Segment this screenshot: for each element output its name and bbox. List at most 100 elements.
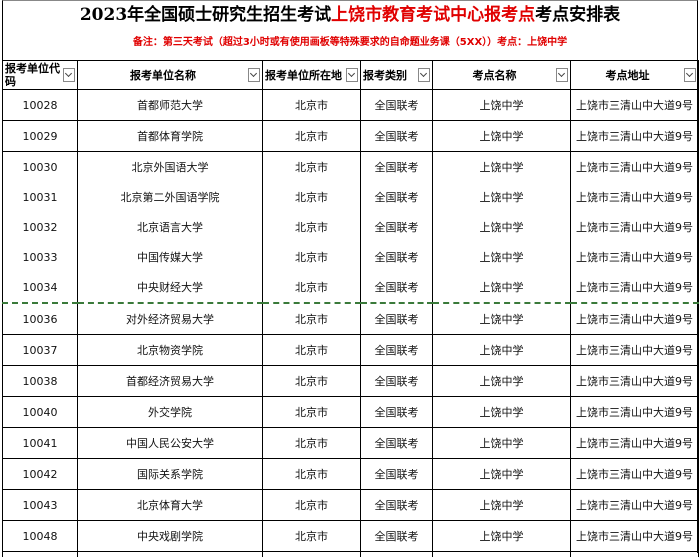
filter-dropdown-icon[interactable] <box>63 68 75 82</box>
cell-unit-code[interactable]: 10029 <box>2 120 78 152</box>
cell-site-address[interactable]: 上饶市三清山中大道9号 <box>570 182 699 212</box>
cell-site-address[interactable]: 上饶市三清山中大道9号 <box>570 89 699 121</box>
cell-site-name[interactable]: 上饶中学 <box>432 520 571 552</box>
cell-unit-name[interactable]: 中国传媒大学 <box>77 242 263 272</box>
cell-site-address[interactable]: 上饶市三清山中大道9号 <box>570 365 699 397</box>
cell-unit-location[interactable]: 北京市 <box>262 242 361 272</box>
cell-unit-location[interactable]: 北京市 <box>262 489 361 521</box>
cell-exam-type[interactable]: 全国联考 <box>360 120 433 152</box>
cell-unit-name[interactable]: 外交学院 <box>77 396 263 428</box>
cell-unit-location[interactable]: 北京市 <box>262 365 361 397</box>
cell-unit-location[interactable]: 北京市 <box>262 272 361 304</box>
filter-dropdown-icon[interactable] <box>346 68 358 82</box>
cell-unit-name[interactable]: 北京外国语大学 <box>77 151 263 182</box>
cell-site-address[interactable]: 上饶市三清山中大道9号 <box>570 458 699 490</box>
cell-unit-name[interactable]: 首都师范大学 <box>77 89 263 121</box>
cell-site-name[interactable]: 上饶中学 <box>432 120 571 152</box>
cell-site-name[interactable]: 上饶中学 <box>432 242 571 272</box>
cell-unit-location[interactable]: 北京市 <box>262 89 361 121</box>
cell-unit-name[interactable]: 首都经济贸易大学 <box>77 365 263 397</box>
cell-site-name[interactable]: 上饶中学 <box>432 458 571 490</box>
cell-unit-code[interactable]: 10037 <box>2 334 78 366</box>
cell-unit-name[interactable]: 北京电影学院 <box>77 551 263 557</box>
cell-unit-code[interactable]: 10040 <box>2 396 78 428</box>
cell-site-address[interactable]: 上饶市三清山中大道9号 <box>570 520 699 552</box>
cell-unit-code[interactable]: 10036 <box>2 303 78 335</box>
cell-site-name[interactable]: 上饶中学 <box>432 396 571 428</box>
cell-unit-code[interactable]: 10042 <box>2 458 78 490</box>
cell-unit-code[interactable]: 10030 <box>2 151 78 182</box>
filter-dropdown-icon[interactable] <box>556 68 568 82</box>
cell-site-address[interactable]: 上饶市三清山中大道9号 <box>570 151 699 182</box>
cell-unit-code[interactable]: 10028 <box>2 89 78 121</box>
cell-site-address[interactable]: 上饶市三清山中大道9号 <box>570 120 699 152</box>
cell-unit-name[interactable]: 北京物资学院 <box>77 334 263 366</box>
cell-site-address[interactable]: 上饶市三清山中大道9号 <box>570 212 699 242</box>
cell-unit-code[interactable]: 10041 <box>2 427 78 459</box>
cell-unit-name[interactable]: 国际关系学院 <box>77 458 263 490</box>
cell-site-name[interactable]: 上饶中学 <box>432 272 571 304</box>
cell-exam-type[interactable]: 全国联考 <box>360 212 433 242</box>
cell-site-name[interactable]: 上饶中学 <box>432 182 571 212</box>
cell-unit-name[interactable]: 首都体育学院 <box>77 120 263 152</box>
cell-unit-name[interactable]: 北京语言大学 <box>77 212 263 242</box>
cell-exam-type[interactable]: 全国联考 <box>360 458 433 490</box>
cell-site-address[interactable]: 上饶市三清山中大道9号 <box>570 303 699 335</box>
cell-exam-type[interactable]: 全国联考 <box>360 151 433 182</box>
cell-unit-location[interactable]: 北京市 <box>262 396 361 428</box>
cell-unit-location[interactable]: 北京市 <box>262 212 361 242</box>
cell-site-address[interactable]: 上饶市三清山中大道9号 <box>570 334 699 366</box>
cell-unit-code[interactable]: 10032 <box>2 212 78 242</box>
cell-unit-name[interactable]: 中央财经大学 <box>77 272 263 304</box>
cell-site-address[interactable]: 上饶市三清山中大道9号 <box>570 427 699 459</box>
cell-exam-type[interactable]: 全国联考 <box>360 396 433 428</box>
cell-site-name[interactable]: 上饶中学 <box>432 334 571 366</box>
filter-dropdown-icon[interactable] <box>684 68 696 82</box>
cell-site-address[interactable]: 上饶市三清山中大道9号 <box>570 551 699 557</box>
cell-site-name[interactable]: 上饶中学 <box>432 365 571 397</box>
cell-site-address[interactable]: 上饶市三清山中大道9号 <box>570 489 699 521</box>
cell-exam-type[interactable]: 全国联考 <box>360 334 433 366</box>
cell-site-name[interactable]: 上饶中学 <box>432 151 571 182</box>
cell-unit-name[interactable]: 北京体育大学 <box>77 489 263 521</box>
cell-exam-type[interactable]: 全国联考 <box>360 89 433 121</box>
cell-site-name[interactable]: 上饶中学 <box>432 89 571 121</box>
cell-exam-type[interactable]: 全国联考 <box>360 272 433 304</box>
cell-site-name[interactable]: 上饶中学 <box>432 303 571 335</box>
cell-unit-location[interactable]: 北京市 <box>262 182 361 212</box>
cell-exam-type[interactable]: 全国联考 <box>360 242 433 272</box>
cell-site-name[interactable]: 上饶中学 <box>432 489 571 521</box>
cell-unit-code[interactable]: 10031 <box>2 182 78 212</box>
cell-site-address[interactable]: 上饶市三清山中大道9号 <box>570 396 699 428</box>
cell-unit-name[interactable]: 中国人民公安大学 <box>77 427 263 459</box>
cell-unit-code[interactable]: 10048 <box>2 520 78 552</box>
cell-site-name[interactable]: 上饶中学 <box>432 427 571 459</box>
cell-exam-type[interactable]: 全国联考 <box>360 427 433 459</box>
cell-exam-type[interactable]: 全国联考 <box>360 303 433 335</box>
cell-site-name[interactable]: 上饶中学 <box>432 551 571 557</box>
cell-unit-location[interactable]: 北京市 <box>262 151 361 182</box>
cell-exam-type[interactable]: 全国联考 <box>360 551 433 557</box>
cell-site-address[interactable]: 上饶市三清山中大道9号 <box>570 242 699 272</box>
filter-dropdown-icon[interactable] <box>418 68 430 82</box>
cell-unit-location[interactable]: 北京市 <box>262 334 361 366</box>
cell-unit-name[interactable]: 中央戏剧学院 <box>77 520 263 552</box>
cell-exam-type[interactable]: 全国联考 <box>360 520 433 552</box>
cell-unit-location[interactable]: 北京市 <box>262 120 361 152</box>
cell-exam-type[interactable]: 全国联考 <box>360 365 433 397</box>
cell-exam-type[interactable]: 全国联考 <box>360 489 433 521</box>
cell-unit-name[interactable]: 北京第二外国语学院 <box>77 182 263 212</box>
cell-unit-location[interactable]: 北京市 <box>262 458 361 490</box>
cell-unit-code[interactable]: 10034 <box>2 272 78 304</box>
cell-unit-code[interactable]: 10050 <box>2 551 78 557</box>
cell-exam-type[interactable]: 全国联考 <box>360 182 433 212</box>
cell-unit-location[interactable]: 北京市 <box>262 520 361 552</box>
cell-unit-location[interactable]: 北京市 <box>262 303 361 335</box>
cell-unit-location[interactable]: 北京市 <box>262 551 361 557</box>
cell-unit-code[interactable]: 10038 <box>2 365 78 397</box>
cell-site-name[interactable]: 上饶中学 <box>432 212 571 242</box>
cell-unit-code[interactable]: 10043 <box>2 489 78 521</box>
filter-dropdown-icon[interactable] <box>248 68 260 82</box>
cell-unit-name[interactable]: 对外经济贸易大学 <box>77 303 263 335</box>
cell-unit-code[interactable]: 10033 <box>2 242 78 272</box>
